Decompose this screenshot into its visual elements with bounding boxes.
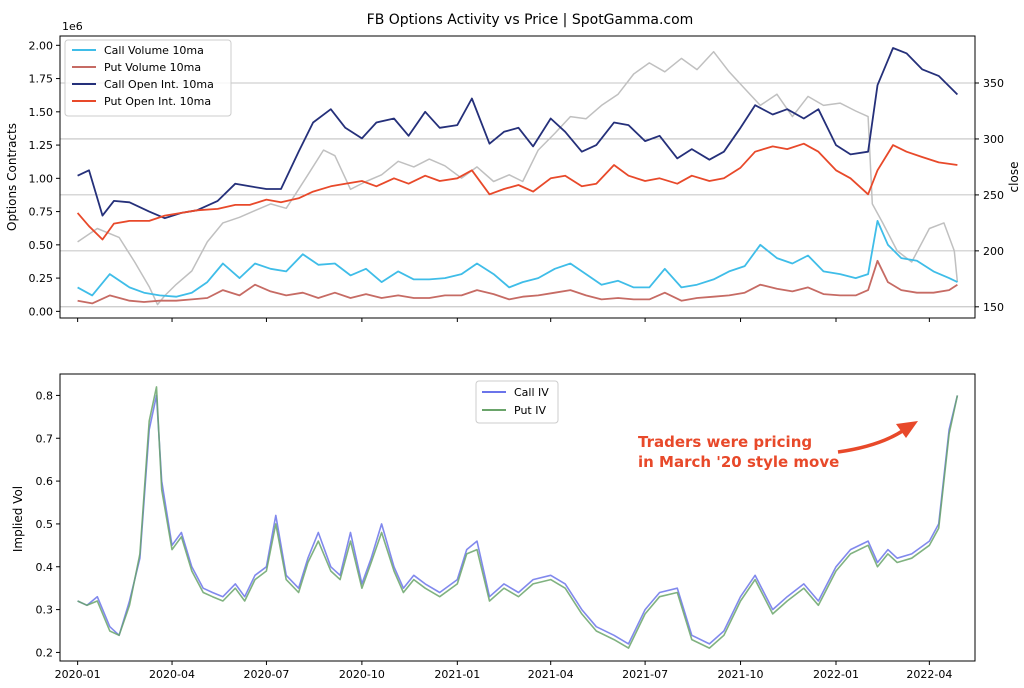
top-y2-ticks: 150 200 250 300 350 (975, 77, 1004, 314)
bottom-x-tick-label: 2021-01 (434, 668, 480, 681)
top-y-axis-label: Options Contracts (5, 123, 19, 231)
top-y2-tick-label: 250 (983, 189, 1004, 202)
top-chart: FB Options Activity vs Price | SpotGamma… (5, 12, 1021, 322)
bottom-y-tick-label: 0.3 (36, 604, 54, 617)
top-y-tick-label: 1.75 (29, 73, 54, 86)
bottom-y-tick-label: 0.4 (36, 561, 54, 574)
bottom-x-tick-label: 2021-07 (622, 668, 668, 681)
legend-label: Call Volume 10ma (104, 44, 204, 57)
legend-label: Put IV (514, 404, 546, 417)
top-x-ticks (77, 318, 930, 322)
bottom-x-tick-label: 2022-01 (813, 668, 859, 681)
top-y-tick-label: 1.50 (29, 106, 54, 119)
top-series (76, 47, 959, 306)
top-y-tick-label: 0.50 (29, 239, 54, 252)
top-y-tick-label: 0.25 (29, 272, 54, 285)
top-y2-tick-label: 200 (983, 245, 1004, 258)
bottom-plot-frame (59, 373, 976, 662)
series-line-put-open-int-10ma (76, 142, 958, 241)
bottom-x-tick-label: 2020-10 (339, 668, 385, 681)
bottom-y-tick-label: 0.2 (36, 646, 54, 659)
series-line-price (77, 50, 959, 306)
series-line-call-open-int-10ma (77, 47, 959, 220)
bottom-legend-entries: Call IV Put IV (482, 386, 549, 417)
bottom-x-ticks: 2020-01 2020-04 2020-07 2020-10 2021-01 2021-… (55, 661, 952, 681)
bottom-x-tick-label: 2020-04 (149, 668, 195, 681)
annotation-line-1: Traders were pricing (638, 433, 812, 451)
bottom-y-tick-label: 0.8 (36, 389, 54, 402)
top-y-tick-label: 0.75 (29, 206, 54, 219)
bottom-y-tick-label: 0.5 (36, 518, 54, 531)
top-y-multiplier: 1e6 (62, 20, 83, 33)
top-y2-axis-label: close (1007, 162, 1021, 193)
bottom-x-tick-label: 2020-07 (243, 668, 289, 681)
bottom-legend: Call IV Put IV (475, 380, 559, 424)
top-y-tick-label: 1.00 (29, 172, 54, 185)
bottom-x-tick-label: 2022-04 (906, 668, 952, 681)
top-legend: Call Volume 10ma Put Volume 10ma Call Open… (64, 39, 232, 117)
top-legend-box (64, 39, 232, 117)
bottom-series (77, 386, 959, 649)
annotation: Traders were pricing in March '20 style … (638, 421, 918, 471)
top-legend-entries: Call Volume 10ma Put Volume 10ma Call Open… (72, 44, 214, 108)
legend-label: Call Open Int. 10ma (104, 78, 214, 91)
bottom-x-tick-label: 2021-04 (528, 668, 574, 681)
bottom-chart: Implied Vol 0.2 0.3 0.4 0.5 0.6 0.7 0.8 2020-0… (11, 373, 976, 681)
top-y-ticks: 0.00 0.25 0.50 0.75 1.00 1.25 1.50 1.75 2.00 (29, 39, 60, 318)
annotation-arrow (837, 428, 905, 454)
top-y-tick-label: 2.00 (29, 39, 54, 52)
legend-label: Put Open Int. 10ma (104, 95, 211, 108)
top-y2-tick-label: 350 (983, 77, 1004, 90)
series-line-call-iv (77, 394, 959, 645)
series-line-put-volume-10ma (77, 259, 958, 305)
bottom-y-axis-label: Implied Vol (11, 486, 25, 552)
top-y-tick-label: 1.25 (29, 139, 54, 152)
bottom-y-tick-label: 0.7 (36, 432, 54, 445)
series-line-put-iv (77, 386, 959, 649)
bottom-x-tick-label: 2020-01 (55, 668, 101, 681)
legend-label: Call IV (514, 386, 549, 399)
top-y2-tick-label: 300 (983, 133, 1004, 146)
top-y2-tick-label: 150 (983, 301, 1004, 314)
top-chart-title: FB Options Activity vs Price | SpotGamma… (367, 12, 694, 28)
annotation-line-2: in March '20 style move (638, 453, 839, 471)
series-line-call-volume-10ma (77, 219, 958, 298)
bottom-x-tick-label: 2021-10 (718, 668, 764, 681)
top-plot-frame (59, 35, 976, 319)
bottom-y-tick-label: 0.6 (36, 475, 54, 488)
annotation-arrowhead (896, 421, 918, 438)
legend-label: Put Volume 10ma (104, 61, 201, 74)
bottom-y-ticks: 0.2 0.3 0.4 0.5 0.6 0.7 0.8 (36, 389, 60, 659)
top-y-tick-label: 0.00 (29, 305, 54, 318)
